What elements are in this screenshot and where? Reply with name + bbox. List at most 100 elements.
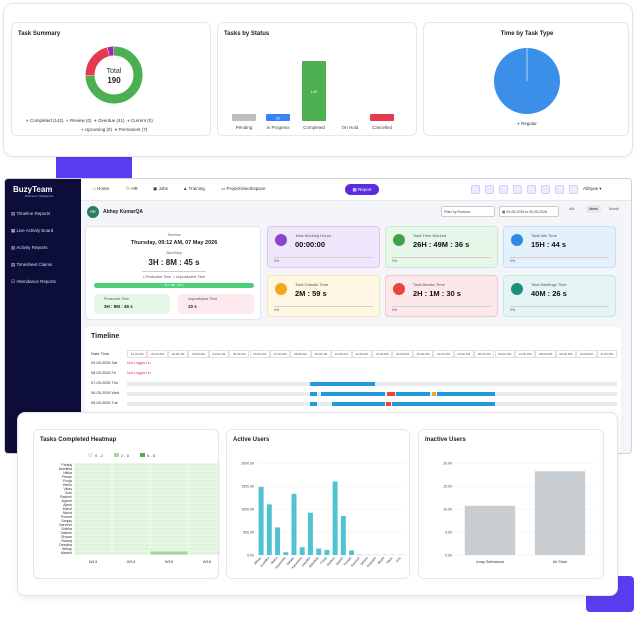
timeline-segment[interactable] bbox=[396, 392, 430, 396]
nav-home[interactable]: ⌂ Home bbox=[93, 186, 109, 191]
timeline-segment[interactable] bbox=[437, 392, 495, 396]
user-dropdown[interactable]: Abhyas ▾ bbox=[583, 186, 602, 191]
bar-abhishek bbox=[316, 548, 322, 555]
timeline-hour-label: 03:00 PM bbox=[433, 350, 454, 358]
heatmap-cell bbox=[112, 535, 150, 539]
inactive-users-panel: Inactive Users 0.00 5.00 10.00 15.00 20.00 An… bbox=[418, 429, 604, 579]
check-icon: ☑ bbox=[11, 279, 16, 284]
x-tick-label: Abhishek bbox=[308, 556, 320, 569]
user-name: Abhay KumarQA bbox=[103, 209, 144, 215]
date-range-picker[interactable]: ▦ 03-05-2026 to 09-05-2026 bbox=[499, 206, 559, 217]
status-bar-in-progress bbox=[266, 114, 290, 121]
view-toggle-week[interactable]: Week bbox=[586, 205, 601, 213]
sidebar-item-activity-reports[interactable]: ▥ Activity Reports bbox=[11, 245, 48, 250]
view-toggle-month[interactable]: Month bbox=[609, 207, 619, 211]
timeline-hour-label: 01:00 AM bbox=[147, 350, 168, 358]
heatmap-cell bbox=[74, 467, 112, 471]
heatmap-cell bbox=[112, 475, 150, 479]
calendar-icon[interactable] bbox=[513, 185, 522, 194]
filter-select[interactable]: Filter by Rumour... bbox=[441, 206, 495, 217]
heatmap-row-label: Sarvesh bbox=[59, 523, 72, 527]
heatmap-cell bbox=[112, 523, 150, 527]
team-icon[interactable] bbox=[471, 185, 480, 194]
document-icon[interactable] bbox=[527, 185, 536, 194]
heatmap-row-label: Abhay bbox=[62, 547, 72, 551]
heatmap-cell bbox=[188, 527, 220, 531]
clipboard-icon[interactable] bbox=[499, 185, 508, 194]
lock-icon[interactable] bbox=[569, 185, 578, 194]
heatmap-cell bbox=[112, 495, 150, 499]
heatmap-row-label: Rashmi bbox=[60, 495, 72, 499]
metric-time-worked: Total Time Worked 26H : 49M : 36 s 0% bbox=[385, 226, 498, 268]
timeline-row-date: 08-05-2026 Fri bbox=[91, 371, 116, 375]
mail-icon[interactable] bbox=[555, 185, 564, 194]
grid-icon: ▦ bbox=[11, 228, 16, 233]
heatmap-cell bbox=[74, 483, 112, 487]
heatmap-row-label: Yashu bbox=[62, 483, 72, 487]
bar-avantika bbox=[266, 504, 272, 555]
legend-current: ● Current (0) bbox=[127, 118, 153, 123]
clock-icon bbox=[393, 234, 405, 246]
heatmap-cell bbox=[74, 487, 112, 491]
nav-hr[interactable]: ⚇ HR bbox=[126, 186, 138, 191]
heatmap-cell bbox=[112, 531, 150, 535]
heatmap-cell bbox=[150, 551, 188, 555]
nav-report-button[interactable]: ▦ Report bbox=[345, 184, 379, 195]
timeline-title: Timeline bbox=[91, 333, 120, 340]
heatmap-cell bbox=[188, 511, 220, 515]
heatmap-legend-label: 0 - 2 bbox=[95, 453, 104, 458]
legend-permanent: ● Permanent (7) bbox=[114, 127, 148, 132]
heatmap-cell bbox=[112, 499, 150, 503]
sidebar-item-attendance-reports[interactable]: ☑ Attendance Reports bbox=[11, 279, 56, 284]
x-tick-label: Avantika bbox=[259, 556, 270, 568]
heatmap-cell bbox=[74, 511, 112, 515]
timeline-hour-label: 08:00 AM bbox=[290, 350, 311, 358]
timeline-segment[interactable] bbox=[387, 392, 395, 396]
y-tick-label: 500.00 bbox=[243, 531, 254, 535]
app-logo: BuzyTeam bbox=[13, 185, 53, 194]
timer-value: 3H : 8M : 45 s bbox=[148, 258, 200, 267]
chat-icon[interactable] bbox=[485, 185, 494, 194]
timeline-segment[interactable] bbox=[332, 402, 385, 406]
nav-projects[interactable]: ▭ Projects/workspace bbox=[221, 186, 266, 191]
timeline-status: Not Logged in bbox=[127, 361, 151, 365]
timeline-segment[interactable] bbox=[432, 392, 436, 396]
timeline-hour-label: 11:00 PM bbox=[596, 350, 617, 358]
timeline-segment[interactable] bbox=[310, 392, 317, 396]
timeline-segment[interactable] bbox=[392, 402, 495, 406]
timeline-segment[interactable] bbox=[386, 402, 391, 406]
metric-working-hours: Total Working Hours 00:00:00 0% bbox=[267, 226, 380, 268]
heatmap-cell bbox=[150, 511, 188, 515]
heatmap-cell bbox=[150, 491, 188, 495]
sidebar-item-live-activity[interactable]: ▦ Live Activity Board bbox=[11, 228, 54, 233]
heatmap-row-label: Jayesh bbox=[61, 499, 72, 503]
heatmap-cell bbox=[150, 515, 188, 519]
heatmap-row-label: Swaraj bbox=[61, 539, 72, 543]
view-toggle-am[interactable]: AM bbox=[569, 207, 575, 211]
timeline-row-date: 07-05-2026 Thu bbox=[91, 381, 118, 385]
current-date: Thursday, 09:12 AM, 07 May 2026 bbox=[130, 240, 218, 246]
sidebar-item-timeline-reports[interactable]: ▤ Timeline Reports bbox=[11, 211, 51, 216]
timeline-segment[interactable] bbox=[310, 382, 375, 386]
heatmap-cell bbox=[150, 503, 188, 507]
bell-icon[interactable] bbox=[541, 185, 550, 194]
day-time-label: Timeline bbox=[167, 233, 181, 237]
nav-training[interactable]: ▲ Training bbox=[183, 186, 205, 191]
heatmap-cell bbox=[188, 503, 220, 507]
day-time-card: Timeline Thursday, 09:12 AM, 07 May 2026… bbox=[85, 226, 261, 320]
bar-rashmi bbox=[332, 481, 338, 555]
heatmap-cell bbox=[74, 531, 112, 535]
file-icon: ▤ bbox=[11, 211, 16, 216]
timeline-segment[interactable] bbox=[310, 402, 317, 406]
timeline-segment[interactable] bbox=[321, 392, 385, 396]
nav-jobs[interactable]: ▣ Jobs bbox=[153, 186, 169, 191]
y-tick-label: 1500.00 bbox=[241, 485, 254, 489]
sidebar-item-timesheet-claims[interactable]: ▤ Timesheet Claims bbox=[11, 262, 53, 267]
timeline-status: Not Logged in bbox=[127, 371, 151, 375]
x-tick-label: Sanjay bbox=[285, 556, 295, 566]
bar-puneet bbox=[349, 550, 355, 555]
timeline-hours: 12:00 AM 01:00 AM 02:00 AM 03:00 AM 04:00 AM… bbox=[127, 350, 617, 358]
status-bar-completed bbox=[302, 61, 326, 121]
bar-ali-shah bbox=[534, 471, 586, 555]
heatmap-row-label: Soni bbox=[65, 491, 72, 495]
